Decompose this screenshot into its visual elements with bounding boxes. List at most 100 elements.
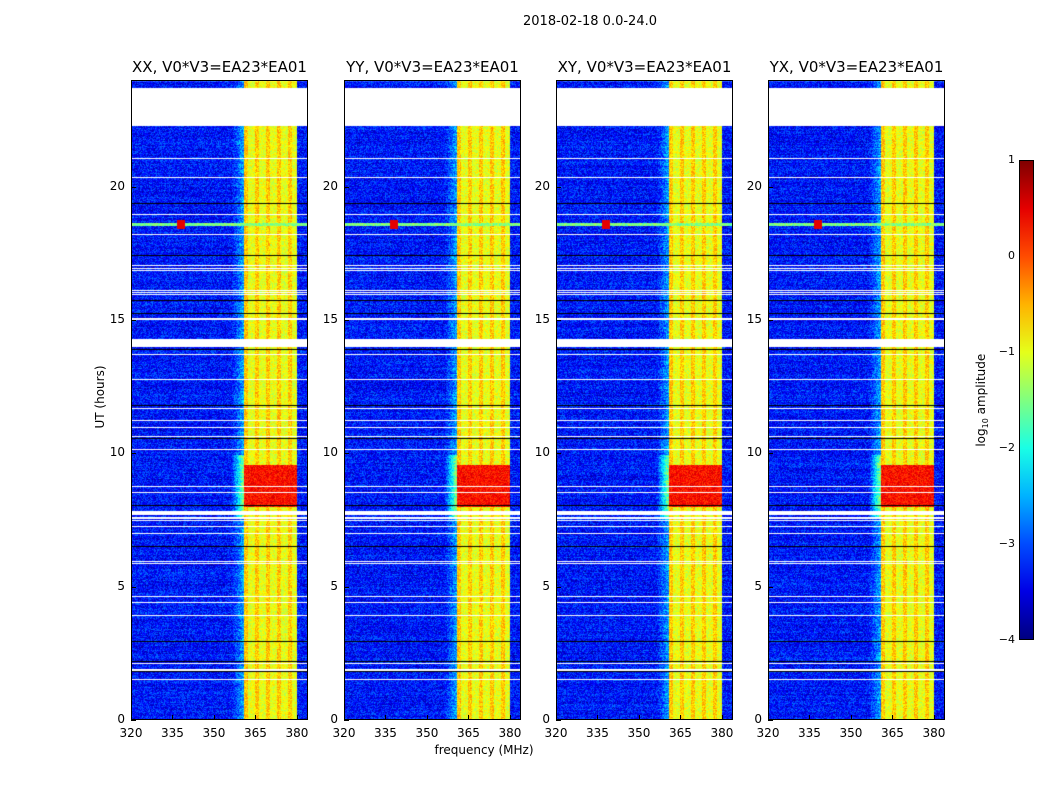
colorbar-tick-label: 1 [1008, 153, 1015, 166]
x-tick-label: 380 [498, 726, 522, 740]
y-tick-mark [768, 720, 773, 721]
x-axis-label: frequency (MHz) [434, 743, 534, 757]
x-tick-mark [344, 715, 345, 720]
colorbar-tick-label: 0 [1008, 249, 1015, 262]
x-tick-mark [385, 715, 387, 720]
x-tick-mark [892, 715, 894, 720]
y-tick-mark [768, 586, 773, 588]
y-tick-label: 20 [534, 178, 550, 193]
y-tick-mark [131, 320, 136, 321]
colorbar-tick-label: −2 [998, 441, 1015, 454]
x-tick-label: 350 [627, 726, 651, 740]
spectrogram-panel-1: XX, V0*V3=EA23*EA01 320 335 350 365 380 0 5 10 15… [110, 58, 309, 740]
panel-title: YY, V0*V3=EA23*EA01 [346, 58, 519, 76]
y-tick-label: 20 [322, 178, 338, 193]
y-tick-mark [131, 586, 136, 588]
x-tick-label: 320 [544, 726, 568, 740]
x-tick-label: 320 [119, 726, 143, 740]
x-tick-mark [768, 715, 769, 720]
spectrogram-image [344, 80, 521, 720]
y-tick-label: 10 [746, 445, 762, 460]
x-tick-label: 335 [161, 726, 184, 740]
x-tick-label: 380 [922, 726, 946, 740]
y-tick-label: 10 [322, 445, 338, 460]
y-tick-mark [556, 320, 561, 321]
x-tick-mark [809, 715, 811, 720]
y-tick-mark [344, 720, 349, 721]
axes-frame [344, 80, 521, 720]
colorbar-tick-label: −4 [998, 633, 1015, 646]
y-tick-label: 5 [330, 578, 338, 593]
x-tick-mark [638, 715, 640, 720]
y-tick-label: 15 [322, 312, 338, 326]
y-tick-label: 0 [542, 712, 550, 726]
x-tick-label: 320 [756, 726, 780, 740]
panel-title: YX, V0*V3=EA23*EA01 [769, 58, 944, 76]
x-tick-label: 365 [244, 726, 267, 740]
axes-frame [768, 80, 945, 720]
y-tick-mark [344, 320, 349, 321]
y-tick-label: 15 [534, 312, 550, 326]
y-tick-label: 15 [746, 312, 762, 326]
x-tick-mark [680, 715, 682, 720]
y-tick-mark [768, 186, 773, 188]
x-tick-mark [213, 715, 215, 720]
colorbar [1019, 160, 1034, 640]
y-tick-mark [556, 720, 561, 721]
colorbar-tick-label: −3 [998, 537, 1015, 550]
x-tick-label: 320 [332, 726, 356, 740]
y-tick-label: 10 [109, 445, 125, 460]
spectrogram-image [768, 80, 945, 720]
colorbar-label: log10 amplitude [973, 353, 991, 447]
x-tick-mark [933, 715, 935, 720]
x-tick-label: 335 [374, 726, 397, 740]
x-tick-label: 350 [415, 726, 439, 740]
y-tick-mark [556, 453, 561, 455]
y-tick-mark [768, 453, 773, 455]
x-tick-mark [172, 715, 174, 720]
axes-frame [131, 80, 308, 720]
y-tick-mark [344, 586, 349, 588]
y-axis-label: UT (hours) [93, 365, 107, 429]
y-tick-label: 5 [542, 578, 550, 593]
y-tick-mark [556, 586, 561, 588]
axes-frame [556, 80, 733, 720]
y-tick-mark [131, 720, 136, 721]
x-tick-label: 350 [202, 726, 226, 740]
x-tick-label: 335 [798, 726, 821, 740]
y-tick-label: 0 [330, 712, 338, 726]
x-tick-mark [509, 715, 511, 720]
x-tick-mark [255, 715, 257, 720]
spectrogram-panel-4: YX, V0*V3=EA23*EA01 320 335 350 365 380 0 5 10 15… [747, 58, 946, 740]
y-tick-mark [768, 320, 773, 321]
x-tick-mark [850, 715, 852, 720]
x-tick-label: 350 [839, 726, 863, 740]
y-tick-label: 15 [109, 312, 125, 326]
y-tick-label: 20 [746, 178, 762, 193]
x-tick-label: 335 [586, 726, 609, 740]
spectrogram-panel-2: YY, V0*V3=EA23*EA01 320 335 350 365 380 0 5 10 15… [323, 58, 522, 740]
colorbar-tick-label: −1 [998, 345, 1015, 358]
y-tick-label: 10 [534, 445, 550, 460]
x-tick-label: 365 [457, 726, 480, 740]
x-tick-label: 380 [285, 726, 309, 740]
spectrogram-image [131, 80, 308, 720]
x-tick-mark [721, 715, 723, 720]
x-tick-mark [131, 715, 132, 720]
figure-title: 2018-02-18 0.0-24.0 [523, 14, 657, 29]
y-tick-mark [131, 453, 136, 455]
x-tick-mark [468, 715, 470, 720]
y-tick-label: 0 [117, 712, 125, 726]
x-tick-mark [597, 715, 599, 720]
y-tick-mark [556, 186, 561, 188]
y-tick-mark [131, 186, 136, 188]
x-tick-label: 365 [669, 726, 692, 740]
y-tick-mark [344, 453, 349, 455]
x-tick-label: 380 [710, 726, 734, 740]
x-tick-mark [296, 715, 298, 720]
y-tick-label: 5 [754, 578, 762, 593]
panel-title: XX, V0*V3=EA23*EA01 [132, 58, 307, 76]
panel-title: XY, V0*V3=EA23*EA01 [557, 58, 732, 76]
y-tick-label: 0 [754, 712, 762, 726]
